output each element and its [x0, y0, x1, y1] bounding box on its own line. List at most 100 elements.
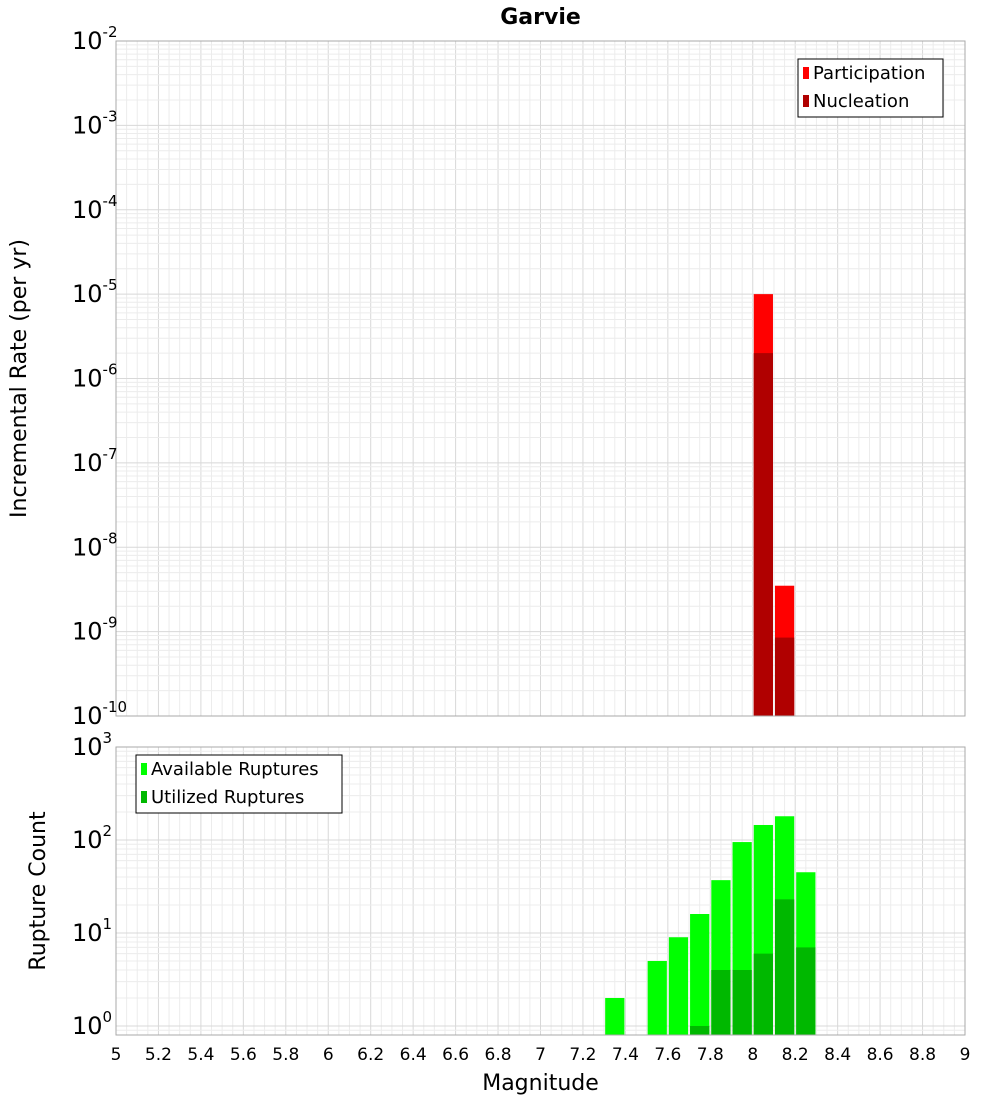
y-tick-base: 10	[72, 449, 103, 477]
chart-panel-1: 10-1010-910-810-710-610-510-410-310-2Inc…	[7, 5, 966, 730]
y-tick-label: 101	[72, 915, 112, 947]
bars	[605, 816, 816, 1035]
bars	[753, 294, 795, 716]
x-tick-label: 6.8	[485, 1045, 512, 1065]
plot-border	[115, 746, 966, 1036]
y-tick-base: 10	[72, 280, 103, 308]
y-tick-base: 10	[72, 27, 103, 55]
legend-label: Utilized Ruptures	[151, 787, 304, 808]
x-tick-label: 7.4	[612, 1045, 639, 1065]
y-tick-base: 10	[72, 702, 103, 730]
x-tick-label: 7.6	[654, 1045, 681, 1065]
x-tick-label: 7.8	[697, 1045, 724, 1065]
bar-nucleation	[774, 637, 795, 716]
y-tick-exponent: 3	[103, 729, 113, 747]
y-tick-base: 10	[72, 826, 103, 854]
series-utilized-ruptures	[690, 899, 816, 1035]
x-tick-label: 7.2	[569, 1045, 596, 1065]
bar-available-ruptures	[668, 937, 689, 1035]
legend: Available Ruptures Utilized Ruptures	[135, 754, 343, 814]
bar-utilized-ruptures	[796, 947, 816, 1035]
y-tick-exponent: -10	[103, 698, 128, 716]
y-tick-exponent: -9	[103, 614, 118, 632]
y-tick-label: 103	[72, 729, 112, 761]
legend-label: Participation	[813, 63, 925, 84]
x-tick-label: 6.4	[400, 1045, 427, 1065]
x-tick-label: 6	[323, 1045, 334, 1065]
y-tick-label: 100	[72, 1008, 112, 1040]
legend-box	[797, 58, 944, 118]
bar-available-ruptures	[647, 960, 667, 1035]
x-axis-title: Magnitude	[482, 1071, 599, 1096]
legend-swatch-nucleation	[803, 95, 809, 107]
y-tick-base: 10	[72, 196, 103, 224]
plot-border	[115, 40, 966, 717]
x-tick-label: 8.4	[824, 1045, 851, 1065]
y-tick-label: 10-3	[72, 107, 118, 139]
bar-utilized-ruptures	[690, 1025, 710, 1035]
bar-available-ruptures	[605, 997, 625, 1035]
y-tick-base: 10	[72, 733, 103, 761]
bar-available-ruptures	[690, 914, 710, 1035]
y-tick-base: 10	[72, 1012, 103, 1040]
x-tick-label: 5.6	[230, 1045, 257, 1065]
bar-utilized-ruptures	[753, 953, 773, 1035]
x-tick-label: 5	[111, 1045, 122, 1065]
y-tick-label: 10-10	[72, 698, 127, 730]
y-tick-exponent: -5	[103, 276, 118, 294]
legend-swatch-participation	[803, 67, 809, 79]
x-tick-label: 6.2	[357, 1045, 384, 1065]
y-tick-exponent: -8	[103, 529, 118, 547]
y-tick-label: 10-4	[72, 192, 118, 224]
x-tick-label: 8.2	[782, 1045, 809, 1065]
y-tick-exponent: -3	[103, 107, 118, 125]
legend: Participation Nucleation	[797, 58, 944, 118]
x-tick-label: 5.8	[272, 1045, 299, 1065]
y-tick-exponent: 1	[103, 915, 113, 933]
y-tick-label: 10-7	[72, 445, 118, 477]
legend-label: Nucleation	[813, 91, 909, 112]
bar-utilized-ruptures	[711, 969, 731, 1035]
x-tick-label: 9	[960, 1045, 971, 1065]
y-tick-exponent: -6	[103, 361, 118, 379]
bar-utilized-ruptures	[774, 899, 795, 1035]
series-nucleation	[753, 353, 795, 716]
y-tick-label: 102	[72, 822, 112, 854]
x-tick-label: 5.4	[187, 1045, 214, 1065]
x-tick-label: 8.6	[867, 1045, 894, 1065]
y-tick-base: 10	[72, 533, 103, 561]
grid-lines	[115, 40, 966, 717]
legend-label: Available Ruptures	[151, 759, 319, 780]
y-tick-label: 10-5	[72, 276, 118, 308]
legend-box	[135, 754, 343, 814]
y-tick-exponent: -4	[103, 192, 118, 210]
y-tick-exponent: 2	[103, 822, 113, 840]
x-tick-label: 8.8	[909, 1045, 936, 1065]
x-tick-label: 6.6	[442, 1045, 469, 1065]
legend-swatch-utilized-ruptures	[141, 791, 147, 803]
y-tick-base: 10	[72, 919, 103, 947]
y-tick-base: 10	[72, 365, 103, 393]
y-axis-title: Incremental Rate (per yr)	[7, 239, 32, 518]
x-tick-label: 7	[535, 1045, 546, 1065]
y-tick-label: 10-8	[72, 529, 118, 561]
x-tick-label: 8	[747, 1045, 758, 1065]
y-tick-exponent: -2	[103, 23, 118, 41]
y-tick-label: 10-6	[72, 361, 118, 393]
x-tick-labels: 5 5.2 5.4 5.6 5.8 6 6.2 6.4 6.6 6.8 7 7.2 7.4 7.6 7.8 8…	[111, 1045, 971, 1065]
y-axis-title: Rupture Count	[26, 811, 51, 971]
y-tick-label: 10-9	[72, 614, 118, 646]
y-tick-exponent: -7	[103, 445, 118, 463]
x-tick-label: 5.2	[145, 1045, 172, 1065]
y-tick-exponent: 0	[103, 1008, 113, 1026]
chart-title: Garvie	[500, 5, 581, 30]
y-tick-base: 10	[72, 111, 103, 139]
legend-swatch-available-ruptures	[141, 763, 147, 775]
bar-nucleation	[753, 353, 773, 716]
bar-utilized-ruptures	[732, 969, 752, 1035]
